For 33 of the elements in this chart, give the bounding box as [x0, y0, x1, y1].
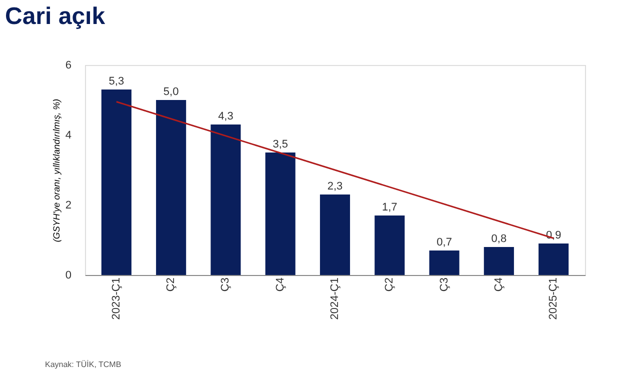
x-tick-label: Ç2	[384, 278, 396, 292]
bar	[210, 124, 241, 275]
bar	[538, 244, 569, 275]
bar	[374, 216, 405, 275]
x-tick-label: 2024-Ç1	[329, 278, 341, 320]
y-axis-title: (GSYH'ye oranı, yıllıklandırılmış, %)	[51, 98, 62, 242]
bar	[429, 250, 460, 275]
data-label: 0,7	[436, 236, 452, 248]
y-tick-label: 2	[65, 200, 72, 212]
data-label: 1,7	[382, 202, 398, 214]
bar	[320, 194, 350, 275]
data-label: 0,8	[491, 233, 507, 245]
x-tick-label: Ç3	[438, 278, 450, 292]
x-tick-label: 2023-Ç1	[110, 278, 122, 320]
bar	[484, 247, 514, 275]
text: Kaynak: TÜİK, TCMB	[45, 360, 122, 369]
x-tick-label: Ç4	[492, 278, 505, 292]
chart-title: Cari açık	[5, 3, 106, 30]
bar	[265, 152, 296, 275]
y-tick-label: 0	[65, 270, 72, 282]
y-tick-label: 4	[65, 130, 72, 142]
data-label: 5,3	[108, 76, 124, 88]
x-tick-label: Ç2	[165, 278, 178, 292]
data-label: 3,5	[272, 138, 288, 150]
x-tick-label: Ç4	[274, 278, 286, 292]
x-tick-label: Ç3	[220, 278, 232, 292]
y-tick-label: 6	[65, 60, 72, 72]
bar	[101, 90, 132, 275]
data-label: 5,0	[163, 86, 179, 98]
data-label: 2,3	[327, 180, 343, 192]
bar	[156, 100, 186, 275]
data-label: 4,3	[218, 110, 234, 122]
x-tick-label: 2025-Ç1	[548, 278, 560, 320]
